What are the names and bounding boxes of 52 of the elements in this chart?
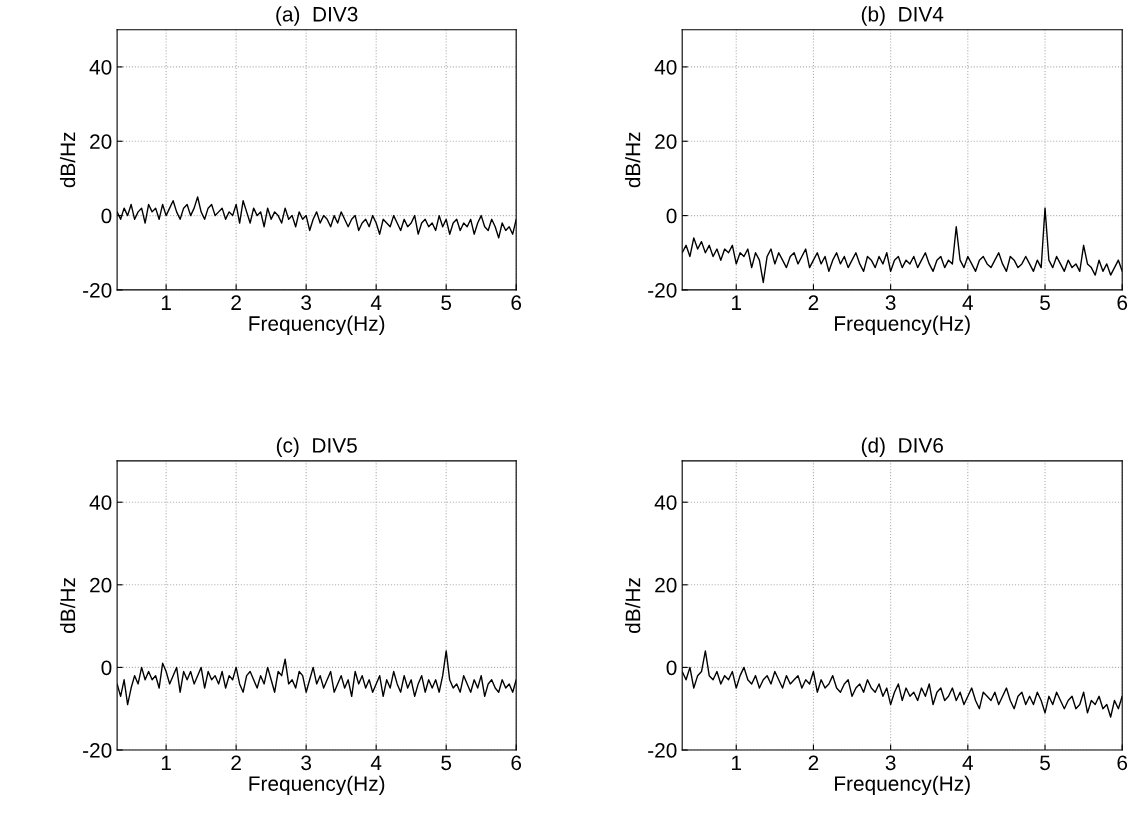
y-tick-label: -20 xyxy=(648,282,677,298)
x-tick-label: 2 xyxy=(231,295,241,310)
x-tick-label: 1 xyxy=(732,755,742,770)
y-axis-title: dB/Hz xyxy=(625,578,641,633)
x-tick-label: 4 xyxy=(962,755,974,770)
y-tick-label: 40 xyxy=(654,59,677,75)
x-tick-label: 4 xyxy=(962,295,974,310)
x-axis-title: Frequency(Hz) xyxy=(835,315,970,336)
y-tick-label: 0 xyxy=(666,208,677,224)
x-axis-title: Frequency(Hz) xyxy=(835,775,970,796)
x-tick-label: 1 xyxy=(161,295,171,310)
x-tick-label: 5 xyxy=(1040,755,1050,771)
x-tick-label: 6 xyxy=(511,755,522,771)
x-tick-label: 1 xyxy=(732,295,742,310)
x-tick-label: 2 xyxy=(808,755,819,770)
y-axis-title: dB/Hz xyxy=(625,132,641,188)
x-tick-label: 4 xyxy=(370,755,382,770)
y-axis-title: dB/Hz xyxy=(59,132,76,188)
x-tick-label: 3 xyxy=(301,295,312,311)
chart-title: (b) DIV4 xyxy=(861,6,944,26)
x-tick-label: 6 xyxy=(1117,755,1128,771)
y-tick-label: 20 xyxy=(90,134,112,149)
chart-title: (c) DIV5 xyxy=(276,437,357,457)
x-tick-label: 2 xyxy=(231,755,241,770)
y-tick-label: 0 xyxy=(101,208,112,224)
x-axis-title: Frequency(Hz) xyxy=(249,315,385,336)
x-tick-label: 5 xyxy=(1040,295,1050,311)
x-tick-label: 5 xyxy=(441,755,452,771)
y-tick-label: -20 xyxy=(83,743,112,758)
y-tick-label: 40 xyxy=(654,495,677,510)
y-axis-title: dB/Hz xyxy=(59,578,76,633)
y-tick-label: 40 xyxy=(89,59,112,75)
y-tick-label: 0 xyxy=(101,660,112,676)
x-tick-label: 3 xyxy=(885,295,896,311)
y-tick-label: 20 xyxy=(655,134,677,149)
y-tick-label: 40 xyxy=(89,495,112,510)
y-tick-label: 20 xyxy=(655,577,677,593)
y-tick-label: -20 xyxy=(83,282,112,298)
x-tick-label: 4 xyxy=(370,295,382,310)
x-axis-title: Frequency(Hz) xyxy=(249,775,385,796)
x-tick-label: 1 xyxy=(161,755,171,770)
x-tick-label: 2 xyxy=(808,295,819,310)
y-tick-label: 20 xyxy=(90,577,112,593)
x-tick-label: 3 xyxy=(885,755,896,771)
x-tick-label: 6 xyxy=(1117,295,1128,311)
x-tick-label: 6 xyxy=(511,295,522,311)
x-tick-label: 5 xyxy=(441,295,452,311)
y-tick-label: -20 xyxy=(648,743,677,758)
chart-title: (d) DIV6 xyxy=(861,437,943,457)
x-tick-label: 3 xyxy=(301,755,312,771)
chart-title: (a) DIV3 xyxy=(276,6,358,26)
y-tick-label: 0 xyxy=(666,660,677,676)
